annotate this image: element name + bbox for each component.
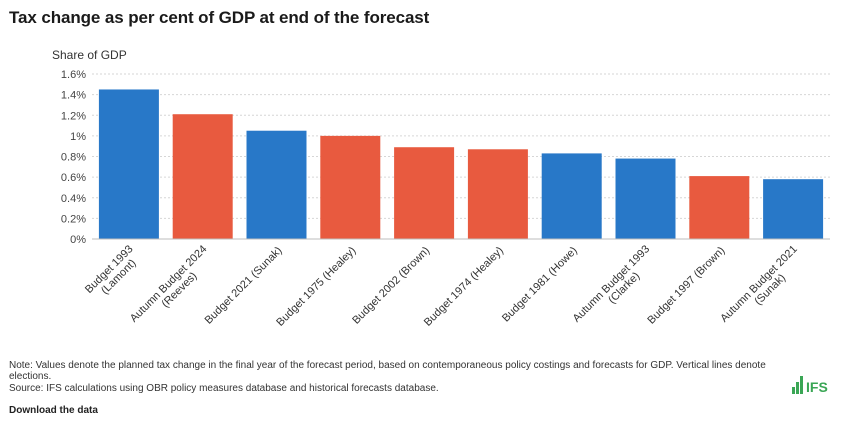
x-tick-label-line: Budget 1974 (Healey)	[422, 245, 506, 329]
ifs-logo: IFS	[792, 376, 828, 394]
y-tick-label: 1.6%	[61, 69, 86, 81]
x-tick-label-text: Budget 1975 (Healey)	[274, 245, 358, 329]
x-tick-label-line: Autumn Budget 2021	[718, 243, 800, 325]
x-tick-label-line: Budget 1997 (Brown)	[645, 245, 727, 327]
y-axis-label: Share of GDP	[52, 48, 127, 62]
x-tick-label-line: Autumn Budget 1993	[571, 243, 653, 325]
bar	[320, 135, 381, 239]
x-tick-label: Budget 1981 (Howe)	[500, 245, 580, 325]
y-tick-label: 0%	[70, 234, 86, 246]
x-tick-label-line: Budget 2021 (Sunak)	[203, 245, 285, 327]
y-tick-label: 0.8%	[61, 152, 86, 164]
bar	[467, 149, 528, 239]
x-tick-label: Budget 2002 (Brown)	[350, 245, 432, 327]
bar	[689, 176, 750, 239]
y-tick-label: 1.2%	[61, 110, 86, 122]
x-tick-label-text: Budget 2002 (Brown)	[350, 245, 432, 327]
chart-title: Tax change as per cent of GDP at end of …	[9, 8, 430, 27]
bar	[615, 158, 676, 239]
x-tick-label-line: Autumn Budget 2024	[128, 243, 210, 325]
x-tick-label-text: Autumn Budget 2021(Sunak)	[718, 243, 808, 333]
x-tick-label: Budget 2021 (Sunak)	[203, 245, 285, 327]
x-tick-label-line: Budget 1981 (Howe)	[500, 245, 580, 325]
y-tick-label: 1%	[70, 131, 86, 143]
bar	[541, 153, 602, 239]
x-tick-label: Budget 1997 (Brown)	[645, 245, 727, 327]
ifs-logo-icon	[792, 376, 803, 394]
chart-source: Source: IFS calculations using OBR polic…	[9, 383, 439, 394]
x-tick-label: Budget 1993(Lamont)	[83, 243, 144, 304]
x-tick-label: Budget 1975 (Healey)	[274, 245, 358, 329]
bar	[246, 130, 307, 239]
bar	[172, 114, 233, 239]
x-tick-label-line: Budget 1975 (Healey)	[274, 245, 358, 329]
y-tick-label: 1.4%	[61, 90, 86, 102]
chart-note: Note: Values denote the planned tax chan…	[9, 360, 766, 382]
x-tick-label: Budget 1974 (Healey)	[422, 245, 506, 329]
y-tick-label: 0.2%	[61, 213, 86, 225]
x-tick-label: Autumn Budget 2021(Sunak)	[718, 243, 808, 333]
ifs-logo-text: IFS	[806, 379, 828, 395]
x-tick-label-text: Budget 1981 (Howe)	[500, 245, 580, 325]
download-data-link[interactable]: Download the data	[9, 405, 98, 416]
x-tick-label-text: Budget 1993(Lamont)	[83, 243, 144, 304]
x-tick-label-text: Budget 2021 (Sunak)	[203, 245, 285, 327]
y-tick-label: 0.6%	[61, 172, 86, 184]
x-tick-label-text: Budget 1974 (Healey)	[422, 245, 506, 329]
bar	[98, 89, 159, 239]
y-tick-label: 0.4%	[61, 193, 86, 205]
bar	[394, 147, 455, 239]
bar-chart: Share of GDP 0% 0.2% 0.4% 0.6% 0.8% 1% 1.2% 1.4%…	[52, 48, 830, 333]
bar	[763, 179, 824, 239]
x-tick-label-line: Budget 2002 (Brown)	[350, 245, 432, 327]
x-tick-label-text: Budget 1997 (Brown)	[645, 245, 727, 327]
